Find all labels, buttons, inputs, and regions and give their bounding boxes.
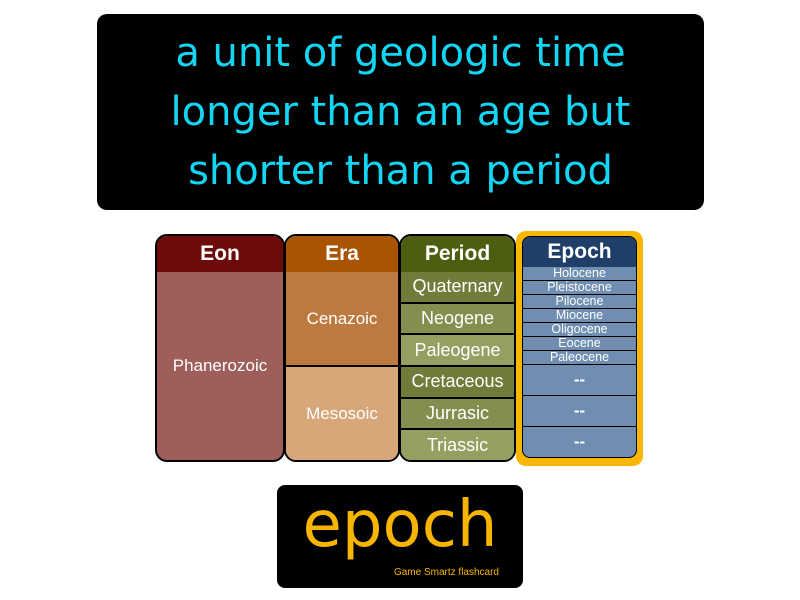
epoch-item: Oligocene [523,323,636,337]
eon-column: Eon Phanerozoic [155,234,285,462]
epoch-item: Pleistocene [523,281,636,295]
period-cell: Jurrasic [401,398,514,431]
period-column: Period Quaternary Neogene Paleogene Cret… [399,234,516,462]
era-header: Era [286,236,398,272]
epoch-column: Epoch Holocene Pleistocene Pilocene Mioc… [522,236,637,458]
period-cell: Paleogene [401,335,514,368]
definition-line-2: longer than an age but [170,88,631,135]
epoch-item: Holocene [523,267,636,281]
brand-label: Game Smartz flashcard [393,567,499,578]
epoch-placeholder: -- [573,432,586,451]
epoch-placeholder: -- [523,365,636,396]
term-word: epoch [302,488,498,562]
era-column: Era Cenazoic Mesosoic [284,234,400,462]
period-header: Period [401,236,514,272]
epoch-item: Miocene [523,309,636,323]
definition-line-3: shorter than a period [188,147,613,194]
epoch-item: Paleocene [523,351,636,365]
definition-line-1: a unit of geologic time [175,29,626,76]
period-cell: Cretaceous [401,367,514,399]
eon-header: Eon [157,236,283,272]
epoch-header: Epoch [523,237,636,267]
epoch-item: Pilocene [523,295,636,309]
epoch-item: Eocene [523,337,636,351]
era-cell: Cenazoic [286,272,398,367]
period-cell: Triassic [401,430,514,460]
period-cell: Quaternary [401,272,514,304]
term-box: epoch Game Smartz flashcard [277,485,523,588]
definition-box: a unit of geologic time longer than an a… [97,14,704,210]
era-cell: Mesosoic [286,367,398,460]
eon-cell: Phanerozoic [172,356,268,375]
period-cell: Neogene [401,303,514,336]
epoch-placeholder: -- [523,396,636,427]
